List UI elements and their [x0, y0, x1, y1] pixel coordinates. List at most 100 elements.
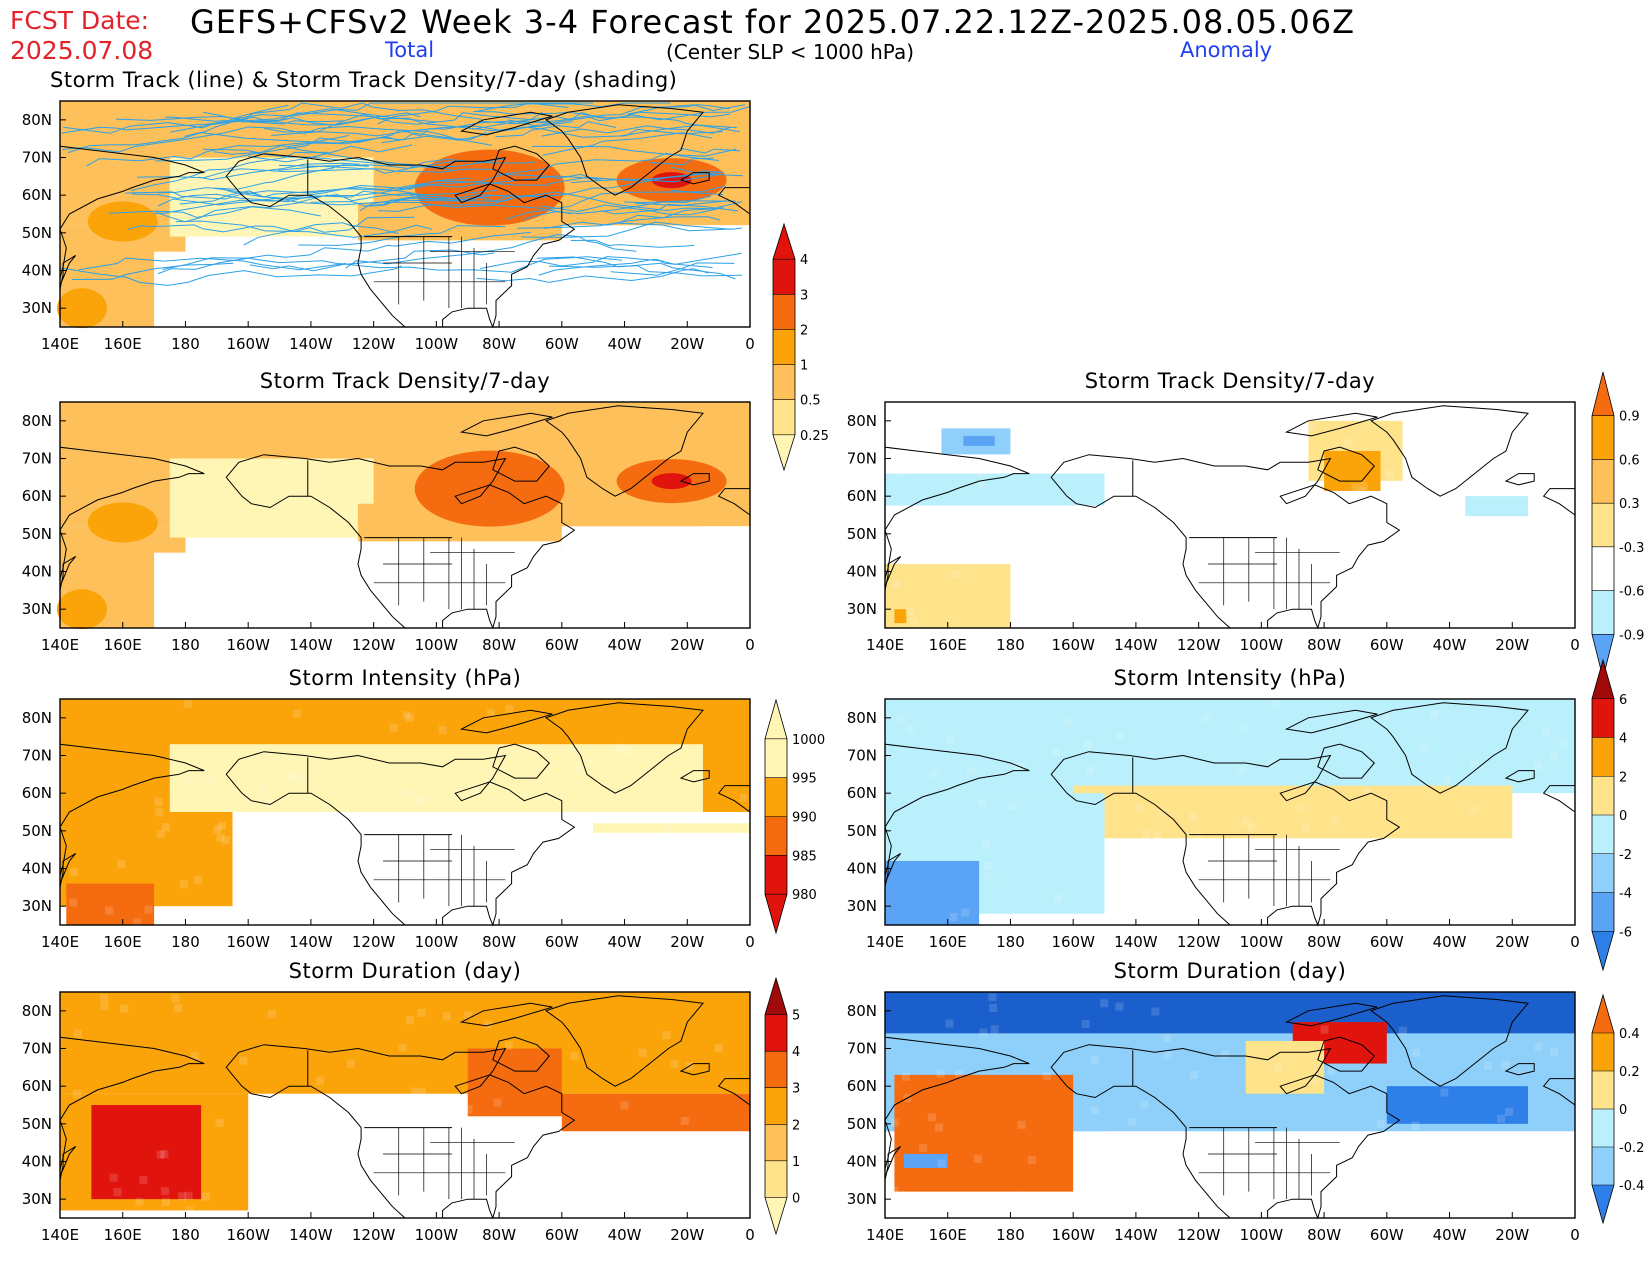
cell-texture	[714, 1044, 723, 1053]
cell-texture	[1539, 455, 1548, 464]
anom-density-colorbar-label: -0.3	[1619, 541, 1644, 556]
bering-neg-core	[963, 435, 995, 446]
anom-duration-colorbar-label: 0.4	[1619, 1027, 1640, 1042]
anom-intensity-colorbar-label: 0	[1619, 809, 1627, 824]
cell-texture	[411, 924, 420, 933]
cell-texture	[1468, 805, 1477, 814]
cell-texture	[1561, 596, 1570, 605]
cell-texture	[1375, 913, 1384, 922]
lon-tick-label: 140W	[289, 933, 333, 951]
cell-texture	[221, 836, 230, 845]
lat-tick-label: 50N	[847, 1115, 877, 1133]
cell-texture	[477, 899, 486, 908]
cell-texture	[1295, 888, 1304, 897]
lat-tick-label: 30N	[22, 1190, 52, 1208]
storm-track	[532, 145, 737, 157]
total-intensity-coastlines	[59, 702, 751, 927]
lon-tick-label: 180	[996, 1226, 1025, 1244]
iceland-coast	[1504, 1063, 1535, 1076]
lat-tick-label: 50N	[22, 224, 52, 242]
total-track-coastlines	[59, 104, 751, 329]
cell-texture	[1083, 741, 1092, 750]
anom-intensity-shading	[885, 699, 1575, 929]
lon-tick-label: 160W	[1051, 933, 1095, 951]
cell-texture	[1163, 1034, 1172, 1043]
cell-texture	[69, 898, 78, 907]
anom-density-colorbar-band	[1592, 546, 1614, 591]
lat-tick-label: 70N	[847, 1040, 877, 1058]
anom-density-colorbar-top-triangle	[1592, 372, 1614, 416]
cell-texture	[1162, 919, 1171, 928]
lon-tick-label: 160E	[929, 636, 967, 654]
cell-texture	[1271, 699, 1280, 708]
anomaly-column-label: Anomaly	[1180, 38, 1273, 62]
cell-texture	[1346, 1145, 1355, 1154]
cell-texture	[553, 842, 562, 851]
baffin-coast	[1317, 743, 1375, 779]
cell-texture	[1363, 786, 1372, 795]
lon-tick-label: 20W	[670, 335, 704, 353]
cell-texture	[1512, 831, 1521, 840]
anom-duration-frame	[884, 991, 1576, 1219]
storm-track	[548, 265, 742, 277]
lon-tick-label: 0	[745, 636, 755, 654]
lon-tick-label: 20W	[1495, 933, 1529, 951]
cell-texture	[191, 1052, 200, 1061]
cell-texture	[988, 993, 997, 1002]
lat-tick-label: 80N	[847, 412, 877, 430]
iceland-coast	[679, 172, 710, 185]
lat-tick-label: 30N	[847, 897, 877, 915]
cell-texture	[926, 450, 935, 459]
hudson-max	[414, 450, 565, 527]
cell-texture	[1417, 514, 1426, 523]
lon-tick-label: 20W	[1495, 636, 1529, 654]
alaska-gap	[169, 458, 374, 538]
lon-tick-label: 180	[171, 335, 200, 353]
storm-track	[278, 164, 494, 173]
cell-texture	[1354, 1174, 1363, 1183]
lon-tick-label: 0	[745, 335, 755, 353]
cell-texture	[442, 1012, 451, 1021]
cell-texture	[293, 709, 302, 718]
cell-texture	[1241, 817, 1250, 826]
lat-tick-label: 60N	[22, 1077, 52, 1095]
lat-tick-label: 70N	[847, 450, 877, 468]
storm-track-lines	[60, 102, 750, 286]
ellesmere-coast	[1284, 1002, 1378, 1027]
cell-texture	[171, 994, 180, 1003]
total-track-colorbar: 4 3 2 1 0.5 0.25	[772, 222, 829, 472]
storm-track	[627, 104, 746, 115]
cell-texture	[161, 823, 170, 832]
cell-texture	[1534, 762, 1543, 771]
baffin-coast	[492, 743, 550, 779]
cell-texture	[662, 825, 671, 834]
cell-texture	[185, 1206, 194, 1215]
ellesmere-coast	[459, 1002, 553, 1027]
asia-coast	[884, 1036, 1030, 1218]
anom-intensity-coastlines	[884, 702, 1576, 927]
storm-track	[495, 121, 617, 138]
cell-texture	[120, 1004, 129, 1013]
cell-texture	[1240, 724, 1249, 733]
anom-duration-colorbar-label: -0.4	[1619, 1179, 1644, 1194]
lon-tick-label: 180	[996, 636, 1025, 654]
lon-tick-label: 60W	[1370, 636, 1404, 654]
cell-texture	[1528, 473, 1537, 482]
cell-texture	[425, 878, 434, 887]
cell-texture	[945, 1019, 954, 1028]
total-track-colorbar-band	[773, 329, 795, 365]
storm-track	[620, 124, 737, 137]
lon-tick-label: 20W	[670, 636, 704, 654]
cell-texture	[613, 915, 622, 924]
lat-tick-label: 70N	[22, 450, 52, 468]
cell-texture	[216, 833, 225, 842]
pacific-max	[87, 502, 158, 543]
cell-texture	[258, 786, 267, 795]
total-duration-colorbar-band	[765, 1124, 787, 1161]
cell-texture	[890, 1118, 899, 1127]
cell-texture	[1224, 601, 1233, 610]
greenland-coast	[545, 405, 704, 497]
anom-intensity-colorbar-band	[1592, 776, 1614, 815]
anom-intensity-colorbar-band	[1592, 698, 1614, 738]
cell-texture	[931, 770, 940, 779]
